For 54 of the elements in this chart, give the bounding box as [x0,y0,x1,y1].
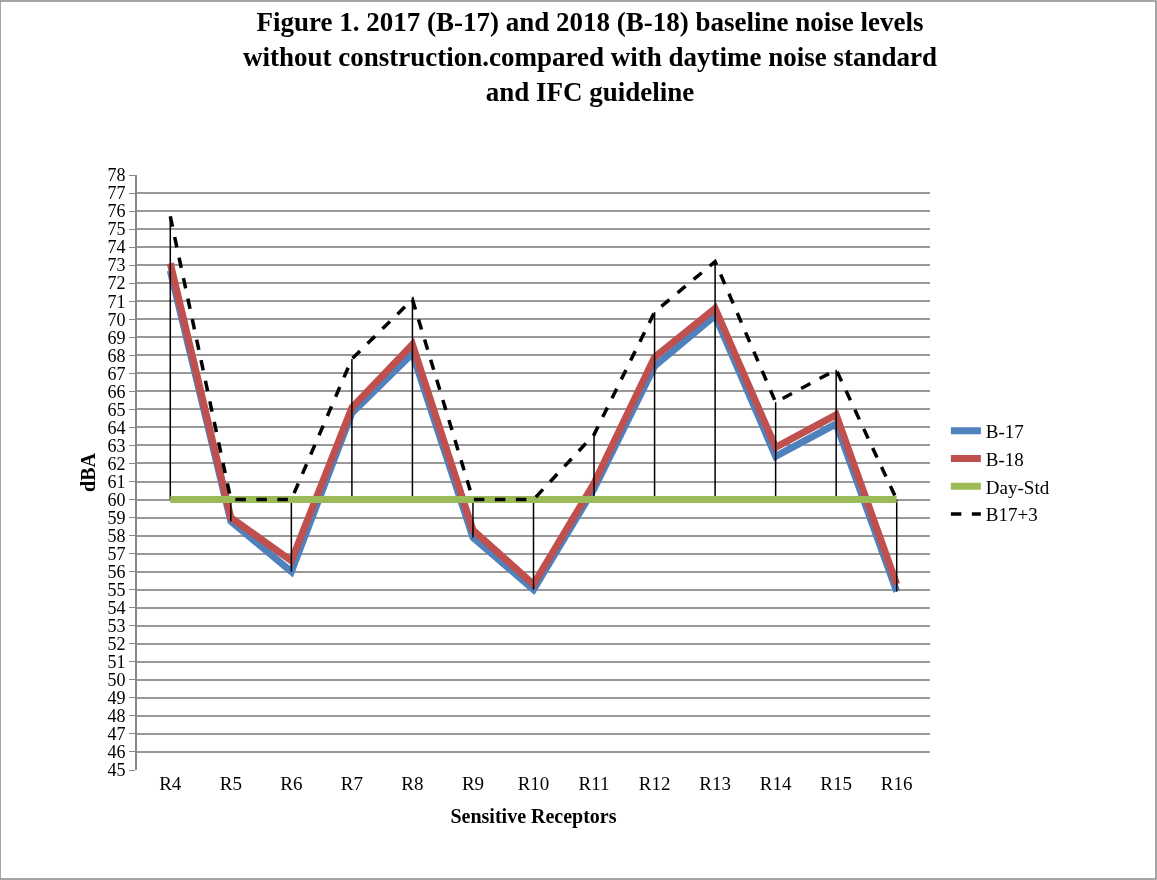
y-tick-label: 60 [107,489,126,510]
y-tick-label: 77 [107,183,126,204]
x-tick-label: R16 [880,773,913,794]
x-tick-label: R12 [638,773,671,794]
x-tick-label: R15 [820,773,853,794]
x-tick-label: R7 [340,773,363,794]
y-tick-label: 67 [107,363,126,384]
legend-label: B17+3 [985,504,1038,526]
y-tick-label: 46 [107,742,126,763]
chart-title: Figure 1. 2017 (B-17) and 2018 (B-18) baseline noise levels without construction.compared with daytime noise standard and IFC guideline [243,6,938,107]
y-tick-label: 71 [107,291,126,312]
y-tick-label: 50 [107,670,126,691]
y-axis-title: dBA [77,452,100,492]
x-tick-label: R13 [699,773,731,794]
y-tick-label: 45 [107,760,126,781]
y-tick-label: 61 [107,471,126,492]
y-tick-label: 47 [107,724,126,745]
y-tick-label: 48 [107,706,126,727]
y-tick-label: 52 [107,634,126,655]
y-tick-label: 54 [107,598,126,619]
y-tick-label: 56 [107,561,126,582]
legend-label: B-18 [985,448,1024,470]
x-axis-title: Sensitive Receptors [450,804,617,828]
x-tick-label: R5 [219,773,242,794]
y-tick-label: 57 [107,543,126,564]
x-tick-label: R4 [159,773,182,794]
y-tick-label: 58 [107,525,126,546]
x-tick-label: R11 [578,773,610,794]
y-tick-label: 69 [107,327,126,348]
y-tick-label: 74 [107,237,126,258]
y-tick-label: 64 [107,417,126,438]
legend-label: B-17 [985,421,1024,443]
y-tick-label: 73 [107,255,126,276]
y-tick-label: 63 [107,435,126,456]
y-tick-label: 59 [107,507,126,528]
y-tick-label: 55 [107,580,126,600]
y-tick-label: 75 [107,219,126,240]
y-tick-label: 70 [107,309,126,330]
y-tick-label: 49 [107,688,126,709]
y-tick-label: 72 [107,273,126,294]
y-tick-label: 62 [107,453,126,474]
y-tick-label: 76 [107,201,126,222]
y-tick-label: 66 [107,381,126,402]
y-tick-label: 53 [107,616,126,637]
y-tick-label: 65 [107,399,126,420]
legend-label: Day-Std [985,476,1050,498]
y-tick-label: 51 [107,652,126,673]
y-tick-label: 78 [107,165,126,186]
x-tick-label: R8 [401,773,424,794]
x-tick-label: R10 [517,773,550,794]
y-tick-label: 68 [107,345,126,366]
x-tick-label: R6 [280,773,303,794]
x-tick-label: R14 [759,773,792,794]
x-tick-label: R9 [461,773,485,794]
